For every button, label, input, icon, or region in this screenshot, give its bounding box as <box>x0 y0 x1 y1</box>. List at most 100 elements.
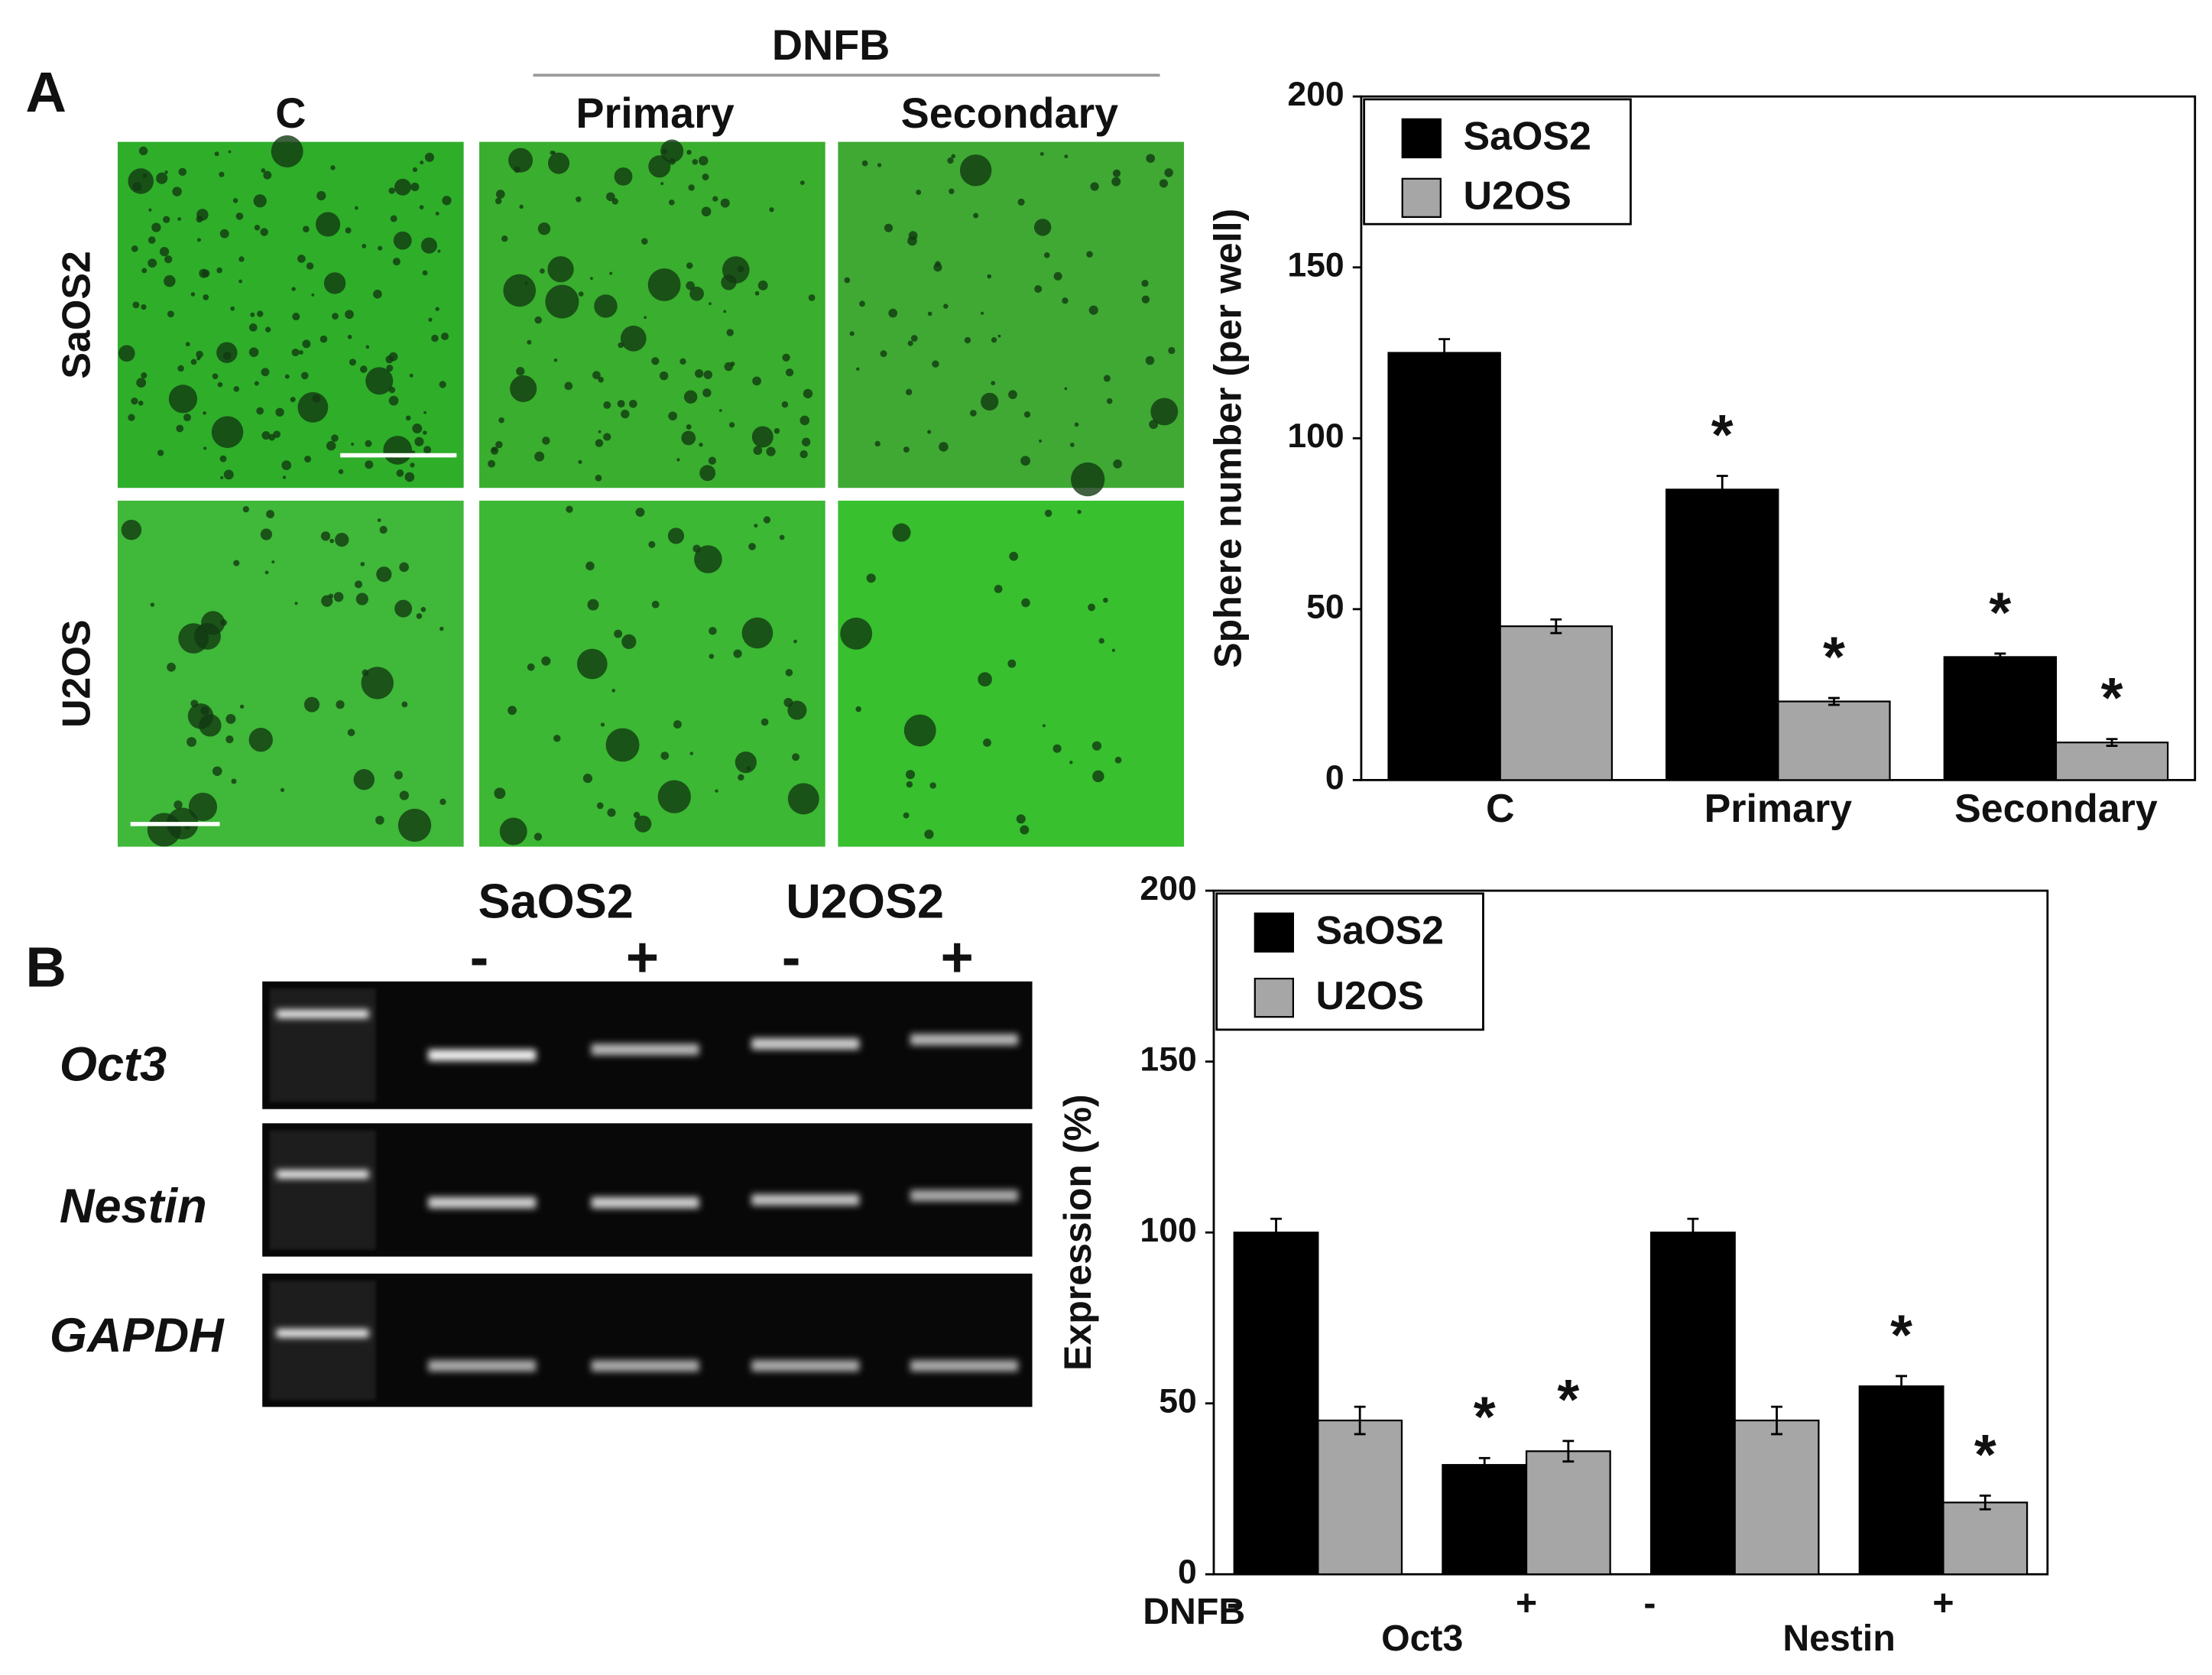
error-bar <box>1896 1375 1908 1398</box>
sphere <box>1064 154 1069 159</box>
x-axis-label: DNFB <box>1143 1591 1245 1632</box>
sphere <box>1033 219 1052 236</box>
sphere <box>741 617 774 649</box>
sphere <box>709 654 715 659</box>
sphere <box>866 573 876 583</box>
sphere <box>754 524 758 528</box>
sphere <box>223 469 234 480</box>
sphere <box>1064 387 1068 391</box>
sphere <box>1040 151 1044 156</box>
sphere <box>738 774 744 781</box>
sphere <box>578 459 582 464</box>
ladder-band <box>276 1009 369 1019</box>
x-tick-label: + <box>1932 1582 1954 1624</box>
sphere <box>238 279 243 284</box>
sphere <box>238 256 245 262</box>
sphere <box>131 245 138 252</box>
sphere <box>712 196 718 202</box>
sphere <box>689 286 704 301</box>
sphere <box>634 815 652 833</box>
gel <box>262 981 1033 1407</box>
sphere <box>997 334 1001 338</box>
sphere <box>668 411 677 420</box>
sphere <box>281 460 292 471</box>
sphere <box>566 505 573 513</box>
bar <box>1650 1232 1736 1576</box>
sphere <box>660 751 670 760</box>
x-tick-label: C <box>1486 787 1515 831</box>
sphere <box>321 595 333 607</box>
sphere <box>261 168 266 173</box>
sphere <box>702 173 709 180</box>
sphere <box>785 669 793 677</box>
bar <box>1665 489 1779 781</box>
y-tick-label: 0 <box>1325 759 1344 797</box>
ladder-smear <box>269 1130 376 1250</box>
gel-treatment: + <box>626 925 659 988</box>
column-label: C <box>275 89 306 137</box>
sphere <box>176 424 184 433</box>
sphere <box>437 249 441 253</box>
sphere <box>423 446 432 454</box>
sphere <box>737 265 744 273</box>
sphere <box>136 378 147 388</box>
sphere <box>303 226 310 232</box>
sphere <box>1086 251 1093 258</box>
legend-label: U2OS <box>1316 974 1424 1018</box>
sphere <box>752 376 761 386</box>
sphere <box>362 669 369 677</box>
sphere <box>239 704 245 709</box>
sphere <box>128 414 135 421</box>
sphere <box>679 358 686 365</box>
legend-label: U2OS <box>1463 174 1571 218</box>
sphere <box>808 294 816 301</box>
sphere <box>138 146 148 156</box>
sphere <box>196 350 203 359</box>
error-bar <box>1771 1405 1782 1436</box>
gel-band <box>751 1194 860 1206</box>
sphere <box>355 592 368 605</box>
sphere <box>1077 509 1082 515</box>
sphere <box>628 399 637 408</box>
sphere <box>659 371 669 381</box>
sphere <box>373 289 382 299</box>
sphere <box>242 506 249 513</box>
sphere <box>271 135 303 167</box>
sphere <box>354 580 363 589</box>
sphere <box>300 372 309 380</box>
sphere <box>347 729 355 737</box>
sphere <box>412 167 418 173</box>
sphere <box>231 778 237 784</box>
sphere <box>766 446 776 456</box>
sphere <box>121 519 142 540</box>
sphere <box>595 474 602 482</box>
sphere <box>660 182 664 186</box>
micrograph <box>838 500 1185 847</box>
sphere <box>423 411 427 414</box>
y-axis-label: Expression (%) <box>1056 1094 1099 1371</box>
legend-swatch <box>1254 977 1294 1018</box>
sphere <box>929 782 936 789</box>
sphere <box>196 209 209 221</box>
sphere <box>298 350 303 355</box>
error-bar <box>1478 1456 1490 1473</box>
error-bar <box>1270 1217 1282 1248</box>
sphere <box>330 165 336 170</box>
micrograph <box>117 500 464 847</box>
sphere <box>1020 456 1030 466</box>
sphere <box>803 388 813 399</box>
sphere <box>329 538 335 544</box>
sphere <box>1103 597 1108 603</box>
bar <box>1317 1419 1403 1576</box>
sphere <box>576 648 608 680</box>
gel-band <box>591 1044 699 1056</box>
sphere <box>174 800 183 810</box>
bar <box>1499 625 1614 781</box>
sphere <box>578 291 584 297</box>
sphere <box>216 267 222 274</box>
sphere <box>393 231 412 250</box>
sphere <box>1141 279 1149 287</box>
sphere <box>527 339 532 345</box>
ladder-band <box>276 1329 369 1338</box>
